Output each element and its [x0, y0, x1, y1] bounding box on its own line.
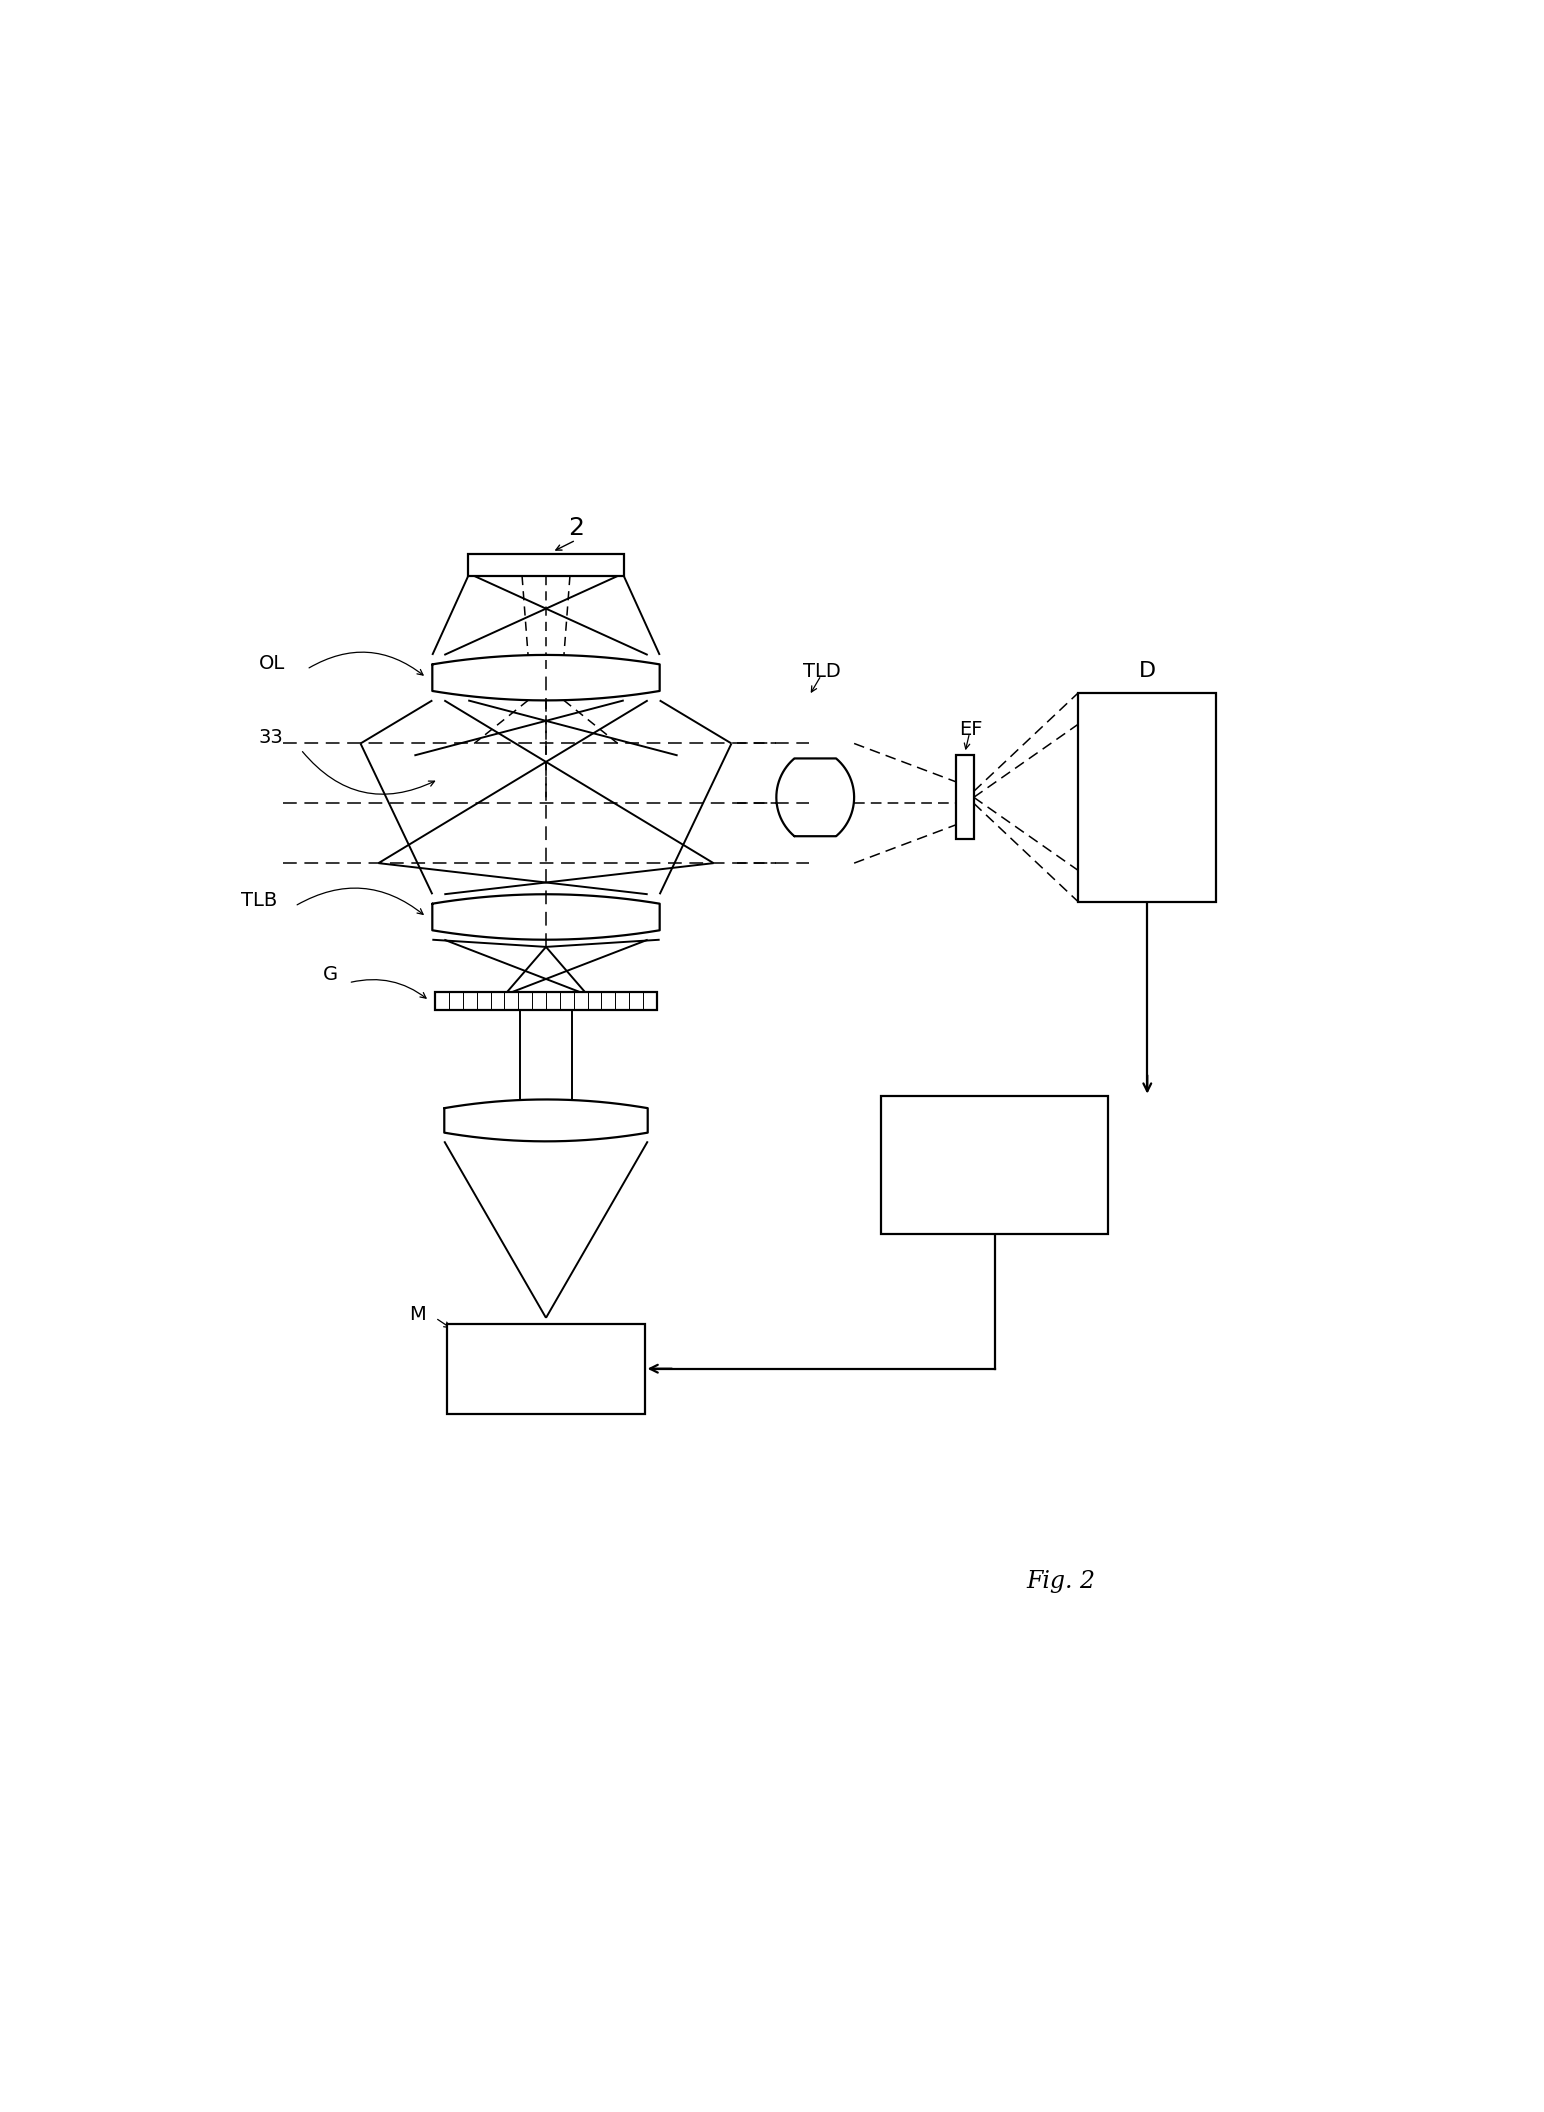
Text: D: D	[1139, 661, 1156, 680]
Text: TLD: TLD	[803, 663, 841, 682]
Text: OL: OL	[259, 655, 286, 674]
Text: M: M	[409, 1305, 426, 1324]
Bar	[448, 1324, 645, 1413]
Text: 2: 2	[568, 515, 584, 541]
Text: G: G	[323, 965, 338, 984]
Text: TLB: TLB	[241, 891, 276, 910]
Text: Fig. 2: Fig. 2	[1027, 1569, 1095, 1592]
Text: 33: 33	[259, 729, 284, 748]
Text: 34: 34	[977, 1151, 1013, 1178]
Bar	[1078, 693, 1217, 902]
Text: EF: EF	[959, 720, 982, 739]
Bar	[435, 993, 656, 1010]
Bar	[882, 1096, 1109, 1233]
Bar	[468, 555, 624, 577]
Bar	[956, 756, 974, 838]
Text: LQ: LQ	[528, 1354, 565, 1383]
